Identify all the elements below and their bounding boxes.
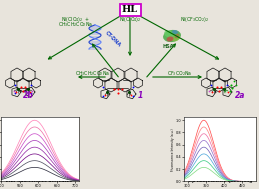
Y-axis label: Fluorescence Intensity (a.u.): Fluorescence Intensity (a.u.) [170,128,175,171]
Ellipse shape [172,35,180,41]
Ellipse shape [175,34,179,38]
Text: EtBr fluorescence decreases: EtBr fluorescence decreases [6,179,72,183]
Text: $\mathregular{Ni(CF_3CO_2)_2}$: $\mathregular{Ni(CF_3CO_2)_2}$ [180,15,210,25]
FancyBboxPatch shape [119,4,140,15]
Ellipse shape [163,30,181,42]
Ellipse shape [172,30,178,34]
Text: 2a: 2a [235,91,245,99]
Text: $\mathregular{CH_3CH_2CO_2Na}$: $\mathregular{CH_3CH_2CO_2Na}$ [57,21,92,29]
Text: CT-DNA: CT-DNA [104,30,122,48]
Text: $\mathregular{Ni(ClO_4)_2\ +}$: $\mathregular{Ni(ClO_4)_2\ +}$ [61,15,89,25]
Text: 1: 1 [137,91,143,99]
Text: HSA: HSA [162,43,174,49]
Text: $\mathregular{CH_3CH_2CO_2Na}$: $\mathregular{CH_3CH_2CO_2Na}$ [75,70,110,78]
Text: $\mathregular{Ni(ClO_4)_2}$: $\mathregular{Ni(ClO_4)_2}$ [119,15,141,25]
Ellipse shape [167,36,174,42]
Text: $\mathregular{CF_3CO_2Na}$: $\mathregular{CF_3CO_2Na}$ [167,70,192,78]
Ellipse shape [164,30,174,38]
Text: 2b: 2b [23,91,33,99]
Text: Trp fluorescence quenching: Trp fluorescence quenching [188,179,252,183]
Text: HL: HL [122,5,138,14]
